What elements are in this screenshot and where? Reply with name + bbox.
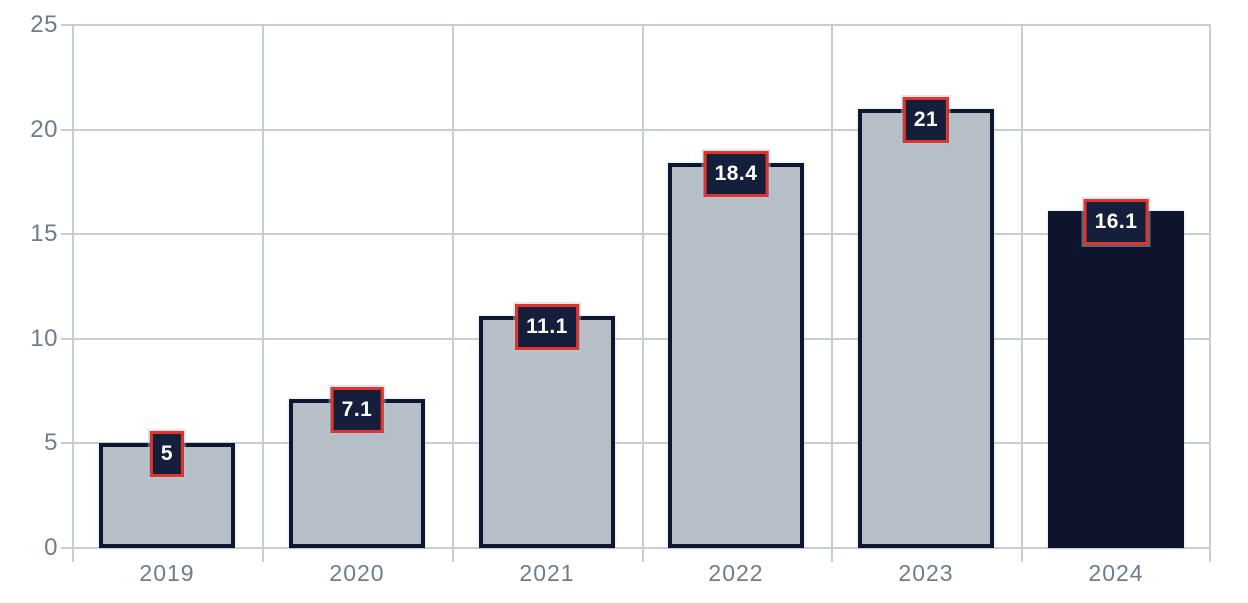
gridline-vertical	[262, 25, 264, 548]
y-axis-tick-label: 0	[44, 534, 58, 561]
gridline-vertical	[72, 25, 74, 548]
x-axis-tick-label: 2024	[1088, 560, 1144, 586]
gridline-horizontal	[72, 233, 1211, 236]
bar-value-label: 21	[902, 97, 950, 143]
x-axis-tick	[452, 548, 454, 562]
gridline-horizontal	[72, 337, 1211, 340]
y-axis-tick	[61, 442, 72, 445]
bar-2020: 7.1	[289, 387, 425, 548]
x-axis-tick-label: 2020	[329, 560, 385, 586]
gridline-horizontal	[72, 442, 1211, 445]
y-axis-tick-label: 5	[44, 429, 58, 457]
bar-value-label: 5	[149, 431, 185, 477]
bar-value-label: 11.1	[515, 304, 579, 350]
gridline-horizontal	[72, 24, 1211, 26]
y-axis-tick	[61, 233, 72, 236]
x-axis-tick-label: 2019	[139, 560, 195, 586]
y-axis-tick	[61, 337, 72, 340]
x-axis-tick-label: 2021	[519, 560, 575, 586]
bar-2021: 11.1	[479, 304, 615, 548]
x-axis-tick	[262, 548, 264, 562]
gridline-horizontal	[72, 547, 1211, 549]
x-axis-tick-label: 2023	[898, 560, 954, 586]
x-axis-tick	[1209, 548, 1211, 562]
y-axis-tick-label: 20	[30, 115, 58, 143]
y-axis-tick	[61, 24, 72, 26]
bar-2019: 5	[99, 431, 235, 548]
plot-area: 5 7.1 11.1 18.4 21 16.1	[72, 24, 1211, 549]
gridline-horizontal	[72, 128, 1211, 131]
gridline-vertical	[642, 25, 644, 548]
y-axis-tick	[61, 128, 72, 131]
gridline-vertical	[1209, 25, 1211, 548]
y-axis-tick-label: 10	[30, 324, 58, 352]
y-axis-tick-label: 15	[30, 220, 58, 248]
bar-2022: 18.4	[668, 151, 804, 548]
bar-2023: 21	[858, 97, 994, 548]
y-axis-tick-label: 25	[30, 11, 58, 38]
bar-value-label: 16.1	[1083, 199, 1149, 245]
gridline-vertical	[831, 25, 833, 548]
x-axis-tick	[1021, 548, 1023, 562]
bar-value-label: 18.4	[703, 151, 769, 197]
gridline-vertical	[1021, 25, 1023, 548]
bar-value-label: 7.1	[330, 387, 384, 433]
gridline-vertical	[452, 25, 454, 548]
x-axis-tick	[72, 548, 74, 562]
x-axis-tick-label: 2022	[708, 560, 764, 586]
bar-2024: 16.1	[1048, 199, 1184, 548]
x-axis-tick	[642, 548, 644, 562]
x-axis-tick	[831, 548, 833, 562]
y-axis-tick	[61, 547, 72, 549]
